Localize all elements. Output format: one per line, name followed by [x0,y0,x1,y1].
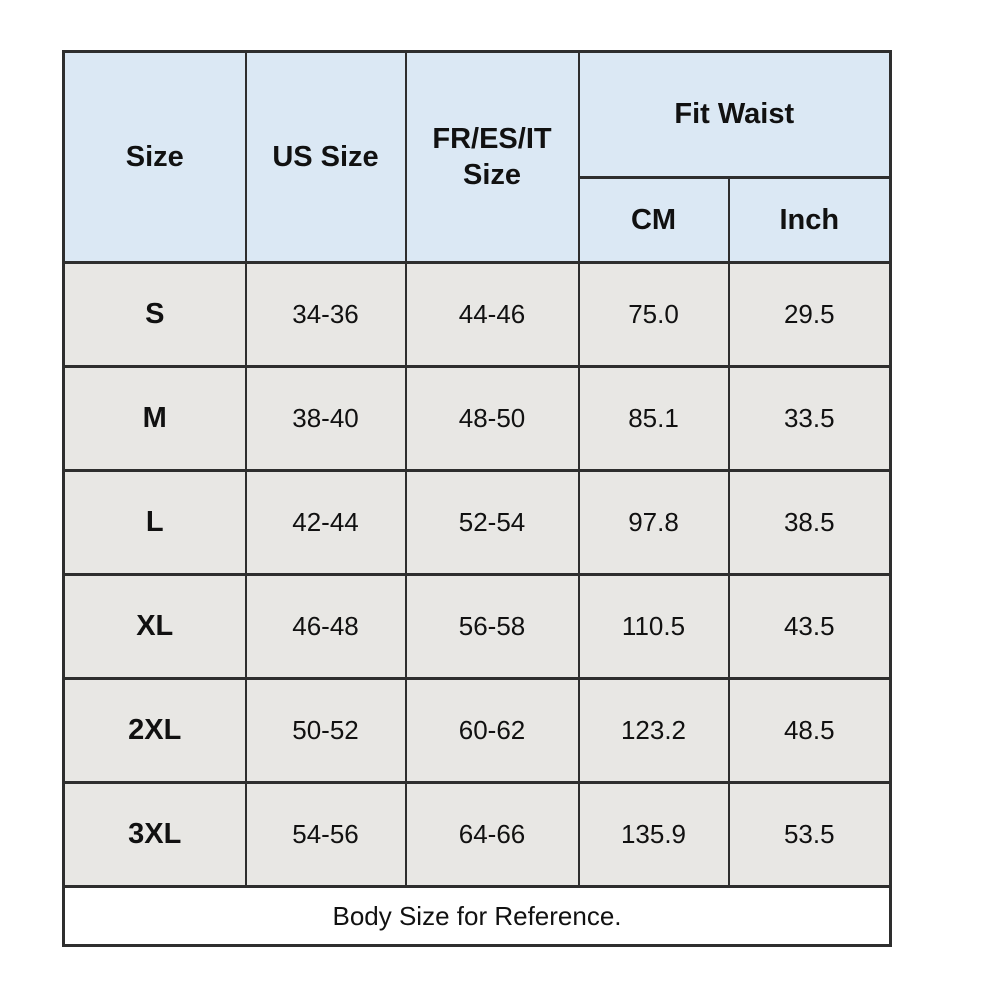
waist-cm-value: 123.2 [577,677,730,784]
waist-cm-value: 85.1 [577,365,730,472]
waist-cm-value: 135.9 [577,781,730,888]
us-size-value: 38-40 [244,365,407,472]
size-label: L [62,469,247,576]
header-cm: CM [577,176,730,264]
size-chart-table: Size US Size FR/ES/IT Size Fit Waist CM … [62,50,893,947]
table-row-2xl: 2XL 50-52 60-62 123.2 48.5 [62,677,892,784]
waist-inch-value: 53.5 [727,781,892,888]
us-size-value: 34-36 [244,261,407,368]
fr-es-it-value: 56-58 [404,573,580,680]
size-chart-header: Size US Size FR/ES/IT Size Fit Waist CM … [62,50,892,264]
fr-es-it-value: 60-62 [404,677,580,784]
size-label: S [62,261,247,368]
waist-inch-value: 48.5 [727,677,892,784]
table-row-xl: XL 46-48 56-58 110.5 43.5 [62,573,892,680]
table-row-m: M 38-40 48-50 85.1 33.5 [62,365,892,472]
fr-es-it-value: 44-46 [404,261,580,368]
waist-cm-value: 75.0 [577,261,730,368]
size-chart-footer: Body Size for Reference. [62,885,892,947]
table-row-s: S 34-36 44-46 75.0 29.5 [62,261,892,368]
waist-cm-value: 110.5 [577,573,730,680]
waist-cm-value: 97.8 [577,469,730,576]
table-row-3xl: 3XL 54-56 64-66 135.9 53.5 [62,781,892,888]
table-row-l: L 42-44 52-54 97.8 38.5 [62,469,892,576]
size-label: XL [62,573,247,680]
footer-row: Body Size for Reference. [62,885,892,947]
size-label: 3XL [62,781,247,888]
size-chart-container: Size US Size FR/ES/IT Size Fit Waist CM … [62,50,893,947]
fr-es-it-value: 52-54 [404,469,580,576]
header-inch: Inch [727,176,892,264]
fr-es-it-value: 64-66 [404,781,580,888]
waist-inch-value: 43.5 [727,573,892,680]
waist-inch-value: 38.5 [727,469,892,576]
header-us-size: US Size [244,50,407,264]
fr-es-it-value: 48-50 [404,365,580,472]
us-size-value: 54-56 [244,781,407,888]
header-fr-es-it-size: FR/ES/IT Size [404,50,580,264]
waist-inch-value: 29.5 [727,261,892,368]
size-label: 2XL [62,677,247,784]
size-label: M [62,365,247,472]
footer-note: Body Size for Reference. [62,885,892,947]
header-size: Size [62,50,247,264]
us-size-value: 42-44 [244,469,407,576]
size-chart-body: S 34-36 44-46 75.0 29.5 M 38-40 48-50 85… [62,261,892,888]
us-size-value: 50-52 [244,677,407,784]
waist-inch-value: 33.5 [727,365,892,472]
us-size-value: 46-48 [244,573,407,680]
header-fit-waist: Fit Waist [577,50,892,179]
